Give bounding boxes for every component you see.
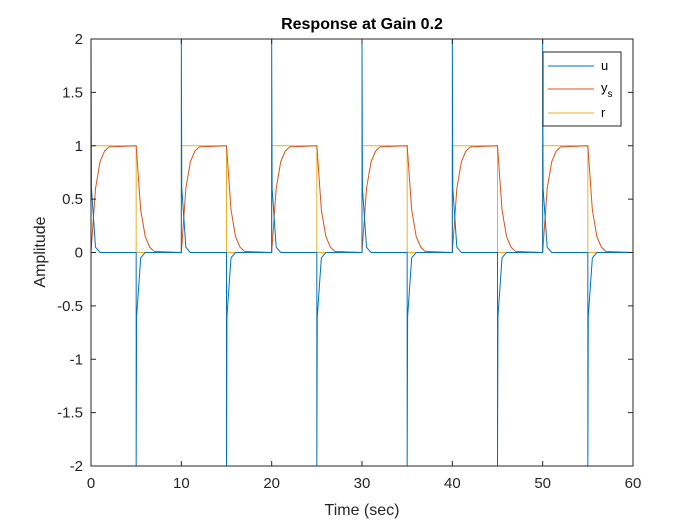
y-tick-label: 0 [75,245,83,262]
y-tick-label: 2 [75,31,83,48]
y-tick-label: -0.5 [57,298,83,315]
y-tick-label: -1.5 [57,405,83,422]
legend: u ys r [542,51,622,127]
x-tick-label: 20 [263,475,280,492]
x-ticks: 0 10 20 30 40 50 60 [87,39,642,492]
y-tick-label: 1 [75,138,83,155]
y-axis-label: Amplitude [32,216,49,287]
legend-label-ys-base: y [601,80,608,95]
chart-title: Response at Gain 0.2 [281,16,443,33]
x-tick-label: 10 [173,475,190,492]
y-tick-label: -2 [70,458,83,475]
y-tick-label: 0.5 [62,191,83,208]
series-line-u [90,38,633,467]
y-ticks: 2 1.5 1 0.5 0 -0.5 -1 -1.5 -2 [57,31,633,475]
legend-label-r: r [601,105,606,120]
series-group [90,38,634,467]
x-axis-label: Time (sec) [325,502,400,519]
y-tick-label: -1 [70,351,83,368]
legend-label-ys-subscript: s [608,89,613,100]
legend-label-ys: ys [601,80,613,100]
legend-label-u: u [601,58,608,73]
x-tick-label: 50 [534,475,551,492]
y-tick-label: 1.5 [62,84,83,101]
x-tick-label: 40 [444,475,461,492]
x-tick-label: 0 [87,475,95,492]
x-tick-label: 60 [625,475,642,492]
x-tick-label: 30 [354,475,371,492]
